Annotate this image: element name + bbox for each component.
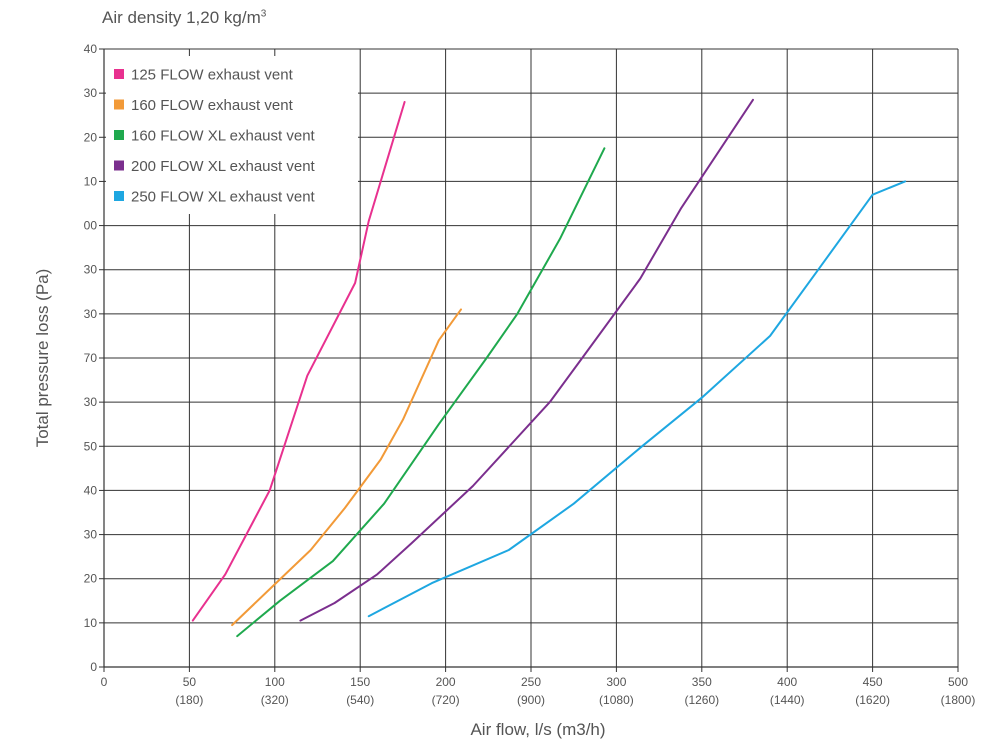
series-line-3	[236, 147, 606, 638]
x-tick-label: 350	[692, 675, 712, 689]
y-tick-label: 10	[84, 616, 98, 630]
legend-swatch-2	[114, 99, 124, 110]
x-tick-label: 50	[183, 675, 197, 689]
y-tick-label: 00	[84, 219, 98, 233]
x-tick-sublabel: (1260)	[684, 693, 719, 707]
y-tick-label: 30	[84, 307, 98, 321]
series-line-2	[231, 308, 462, 627]
y-tick-label: 10	[84, 174, 98, 188]
series-line-1	[191, 101, 406, 622]
x-tick-label: 150	[350, 675, 370, 689]
x-tick-sublabel: (1800)	[941, 693, 976, 707]
legend-swatch-5	[114, 191, 124, 201]
x-tick-sublabel: (1440)	[770, 693, 805, 707]
x-tick-label: 0	[101, 675, 108, 689]
y-tick-label: 0	[90, 660, 97, 674]
x-tick-sublabel: (320)	[261, 693, 289, 707]
chart-title: Air density 1,20 kg/m3	[102, 8, 266, 28]
legend-label-2: 160 FLOW exhaust vent	[131, 97, 294, 114]
x-tick-label: 400	[777, 675, 797, 689]
x-tick-sublabel: (1620)	[855, 693, 890, 707]
x-tick-label: 200	[436, 675, 456, 689]
x-tick-sublabel: (720)	[432, 693, 460, 707]
legend-swatch-1	[114, 69, 124, 79]
series-lines	[191, 98, 907, 638]
x-tick-label: 250	[521, 675, 541, 689]
legend-label-4: 200 FLOW XL exhaust vent	[131, 158, 316, 175]
legend-label-3: 160 FLOW XL exhaust vent	[131, 128, 316, 145]
x-tick-sublabel: (900)	[517, 693, 545, 707]
legend-swatch-4	[114, 160, 124, 171]
y-tick-label: 30	[84, 528, 98, 542]
y-tick-label: 30	[84, 263, 98, 277]
chart-title-text: Air density 1,20 kg/m	[102, 8, 261, 27]
x-axis-label: Air flow, l/s (m3/h)	[470, 720, 605, 739]
y-tick-label: 40	[84, 42, 98, 56]
y-tick-label: 30	[84, 86, 98, 100]
y-axis-label: Total pressure loss (Pa)	[33, 269, 52, 448]
chart-axes	[99, 48, 959, 672]
x-tick-label: 500	[948, 675, 968, 689]
y-tick-labels: 0 10 20 30 40 50 30 70 30 30 00 10 20 30 40	[84, 42, 98, 674]
y-tick-label: 70	[84, 351, 98, 365]
x-tick-label: 300	[606, 675, 626, 689]
y-tick-label: 40	[84, 483, 98, 497]
y-tick-label: 20	[84, 572, 98, 586]
series-line-4	[299, 98, 754, 622]
x-tick-labels: 0 50 (180) 100 (320) 150 (540) 200 (720) 250 (900)…	[101, 675, 976, 707]
x-tick-label: 100	[265, 675, 285, 689]
series-line-5	[367, 180, 907, 618]
x-tick-label: 450	[863, 675, 883, 689]
y-tick-label: 50	[84, 439, 98, 453]
y-tick-label: 30	[84, 395, 98, 409]
legend-label-1: 125 FLOW exhaust vent	[131, 67, 294, 84]
legend-background	[106, 56, 358, 214]
y-tick-label: 20	[84, 130, 98, 144]
chart-title-superscript: 3	[260, 8, 267, 20]
x-tick-sublabel: (540)	[346, 693, 374, 707]
chart-grid	[104, 48, 959, 667]
legend-label-5: 250 FLOW XL exhaust vent	[131, 189, 316, 206]
legend-swatch-3	[114, 130, 124, 140]
x-tick-sublabel: (1080)	[599, 693, 634, 707]
x-tick-sublabel: (180)	[175, 693, 203, 707]
legend: 125 FLOW exhaust vent 160 FLOW exhaust ve…	[114, 67, 316, 206]
